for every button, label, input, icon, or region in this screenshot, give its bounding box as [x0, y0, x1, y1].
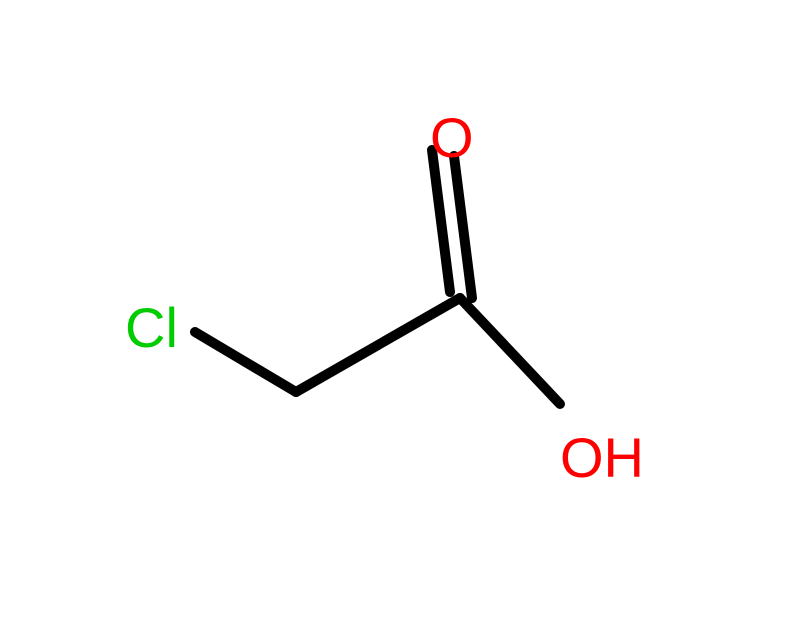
atom-cl: Cl [125, 300, 178, 356]
atom-o1: O [430, 110, 474, 166]
bond-line [454, 156, 472, 298]
bond-line [296, 298, 460, 392]
atom-oh: OH [560, 430, 644, 486]
bond-line [432, 150, 450, 292]
bond-line [195, 332, 296, 392]
molecule-canvas [0, 0, 800, 623]
bonds-group [195, 150, 560, 404]
bond-line [460, 298, 560, 404]
